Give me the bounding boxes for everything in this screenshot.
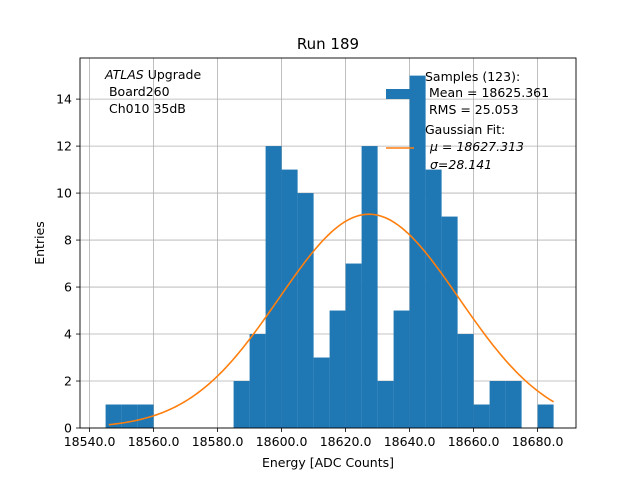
histogram-bar xyxy=(297,193,314,428)
histogram-bar xyxy=(377,381,394,428)
y-tick-label: 12 xyxy=(56,139,72,154)
histogram-bar xyxy=(441,216,458,428)
histogram-bar xyxy=(457,334,474,428)
histogram-bar xyxy=(249,334,266,428)
y-tick-label: 6 xyxy=(64,280,72,295)
x-tick-label: 18540.0 xyxy=(64,434,116,449)
histogram-bar xyxy=(409,75,426,428)
legend-fit-mu: μ = 18627.313 xyxy=(429,139,524,154)
axis-ticks: 18540.0 18560.0 18580.0 18600.0 18620.0 18640… xyxy=(56,92,563,449)
histogram-bar xyxy=(345,263,362,428)
annotation-board: Board260 xyxy=(105,84,170,99)
histogram-bar xyxy=(329,310,346,428)
histogram-bar xyxy=(505,381,522,428)
legend-fit-sigma: σ=28.141 xyxy=(430,157,492,172)
histogram-bars xyxy=(105,75,554,429)
plot-frame xyxy=(79,57,577,429)
histogram-bar xyxy=(489,381,506,428)
y-tick-label: 10 xyxy=(56,186,72,201)
legend-samples-title: Samples (123): xyxy=(425,69,520,84)
histogram-bar xyxy=(313,357,330,428)
y-axis-title: Entries xyxy=(32,221,47,265)
y-tick-label: 14 xyxy=(56,92,72,107)
histogram-bar xyxy=(121,404,138,428)
legend-samples-swatch xyxy=(386,89,414,99)
histogram-bar xyxy=(105,404,122,428)
legend-fit-title: Gaussian Fit: xyxy=(425,122,505,137)
histogram-bar xyxy=(233,381,250,428)
histogram-bar xyxy=(473,404,490,428)
x-tick-label: 18640.0 xyxy=(384,434,436,449)
y-tick-label: 0 xyxy=(64,421,72,436)
y-tick-label: 2 xyxy=(64,374,72,389)
legend-samples-rms: RMS = 25.053 xyxy=(425,102,519,117)
annotation-channel: Ch010 35dB xyxy=(105,101,186,116)
legend-samples-mean: Mean = 18625.361 xyxy=(425,85,549,100)
chart-title: Run 189 xyxy=(297,35,359,53)
y-tick-label: 8 xyxy=(64,233,72,248)
x-tick-label: 18560.0 xyxy=(128,434,180,449)
legend: Samples (123): Mean = 18625.361 RMS = 25… xyxy=(386,69,549,172)
histogram-bar xyxy=(537,404,554,428)
x-tick-label: 18620.0 xyxy=(320,434,372,449)
annotation-upgrade: Upgrade xyxy=(144,67,202,82)
annotation-experiment: ATLAS xyxy=(104,67,144,82)
x-tick-label: 18680.0 xyxy=(512,434,564,449)
x-tick-label: 18600.0 xyxy=(256,434,308,449)
histogram-bar xyxy=(393,310,410,428)
y-tick-label: 4 xyxy=(64,327,72,342)
histogram-bar xyxy=(361,146,378,428)
x-tick-label: 18660.0 xyxy=(448,434,500,449)
histogram-bar xyxy=(281,169,298,429)
annotation-text: ATLAS Upgrade Board260 Ch010 35dB xyxy=(104,67,201,116)
gaussian-fit-curve xyxy=(108,213,555,426)
histogram-bar xyxy=(137,404,154,428)
svg-text:ATLAS Upgrade: ATLAS Upgrade xyxy=(104,67,201,82)
x-axis-title: Energy [ADC Counts] xyxy=(262,455,394,470)
histogram-bar xyxy=(265,146,282,428)
x-tick-label: 18580.0 xyxy=(192,434,244,449)
histogram-bar xyxy=(425,169,442,429)
